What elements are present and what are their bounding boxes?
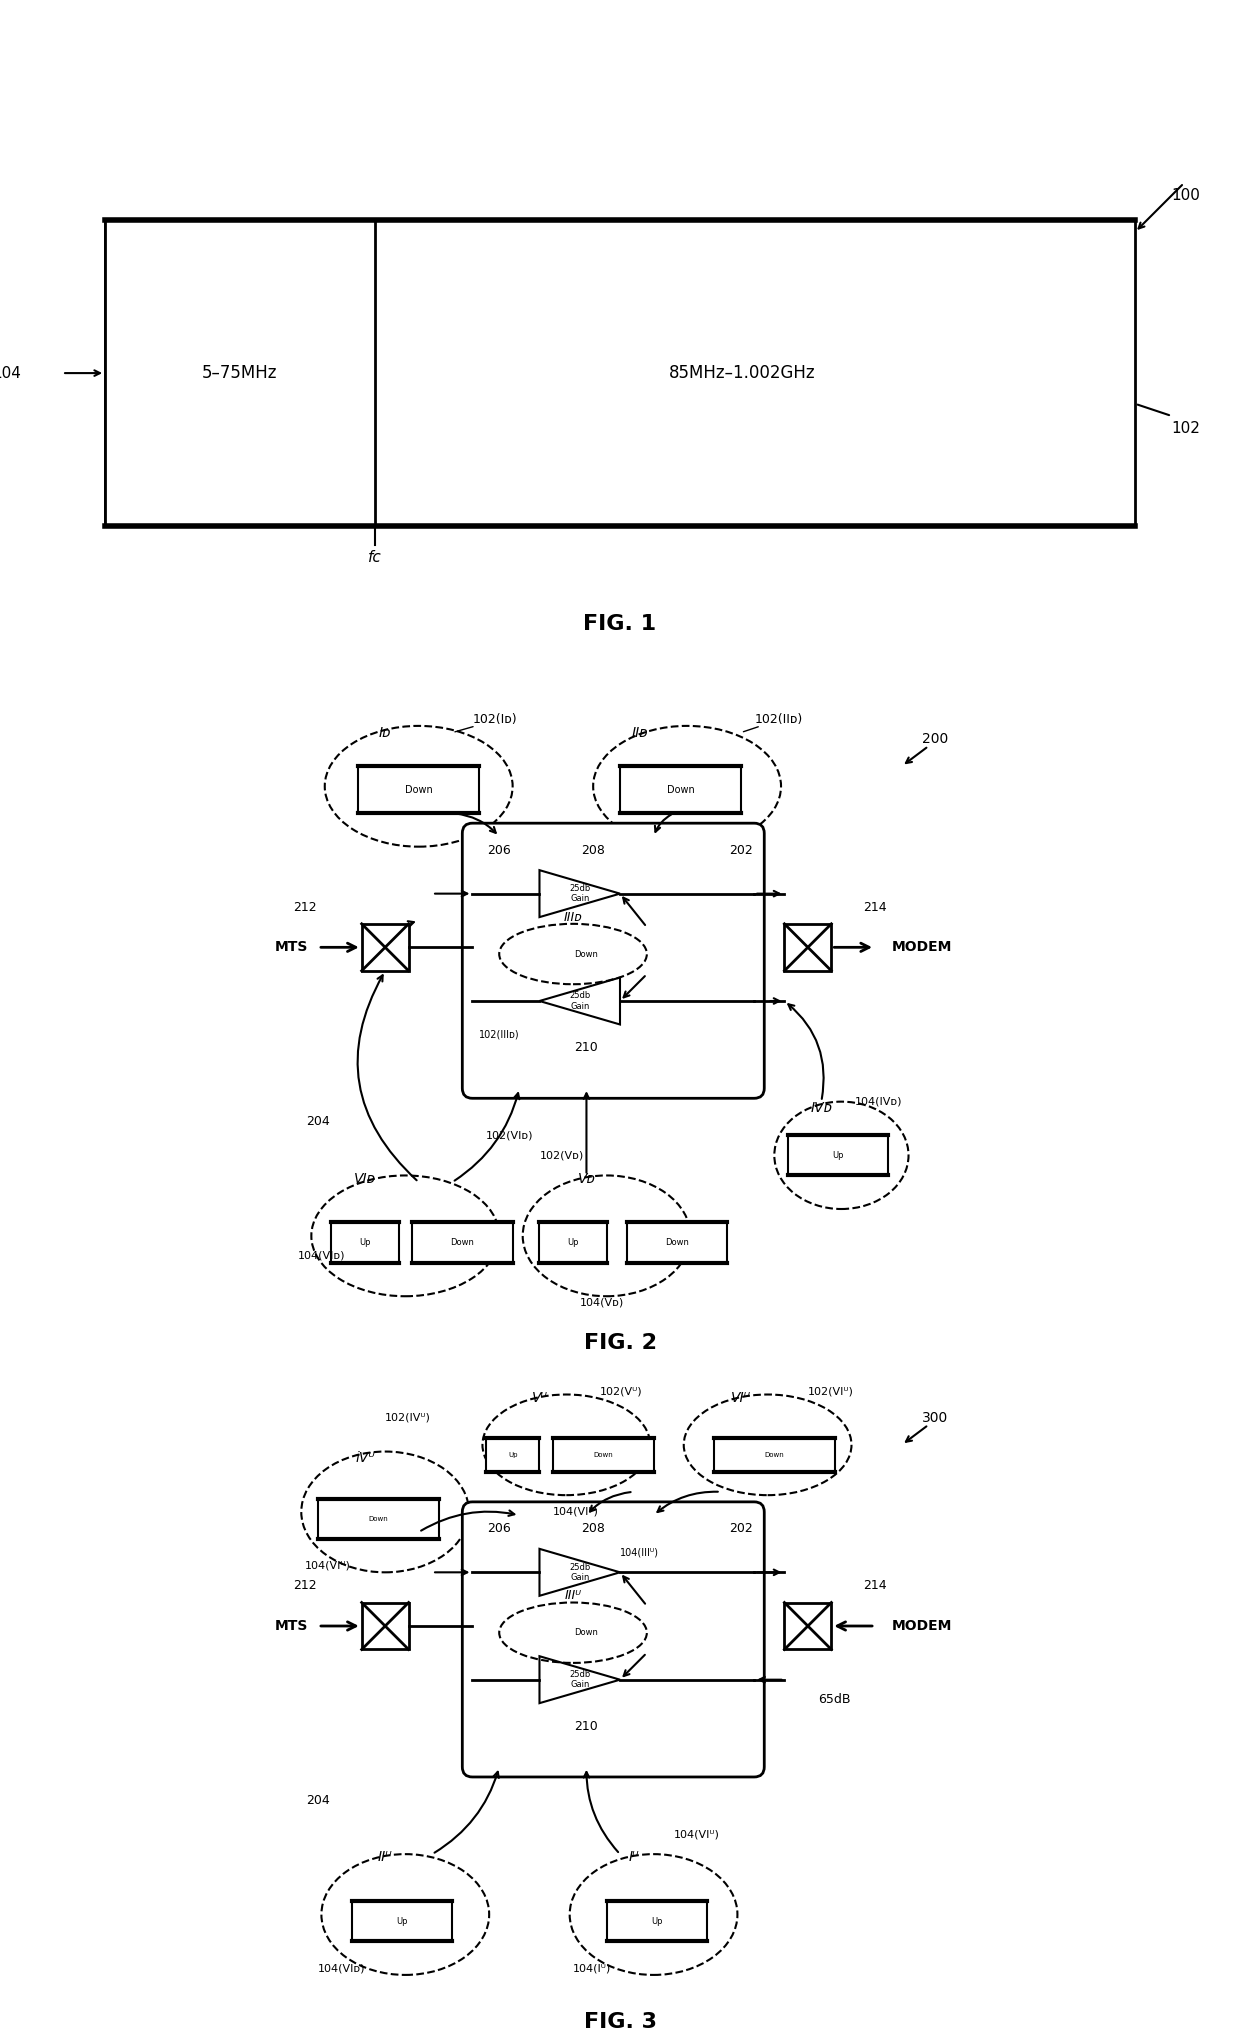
FancyBboxPatch shape — [105, 221, 1135, 527]
Text: 102(IVᵁ): 102(IVᵁ) — [386, 1414, 432, 1424]
Bar — [362, 923, 409, 970]
Text: Vᵁ: Vᵁ — [532, 1391, 547, 1406]
Text: IIIᴅ: IIIᴅ — [564, 911, 583, 923]
Text: 102(Iᴅ): 102(Iᴅ) — [472, 713, 517, 725]
Text: FIG. 3: FIG. 3 — [584, 2012, 656, 2033]
Text: MTS: MTS — [274, 1618, 308, 1632]
Text: VIᵁ: VIᵁ — [730, 1391, 750, 1406]
Text: 5–75MHz: 5–75MHz — [202, 364, 278, 382]
Text: Iᴅ: Iᴅ — [379, 725, 392, 740]
Text: Down: Down — [574, 950, 599, 958]
Text: 214: 214 — [863, 901, 887, 913]
FancyBboxPatch shape — [105, 221, 374, 527]
Text: 102(VIᵁ): 102(VIᵁ) — [808, 1385, 854, 1395]
Text: VIᴅ: VIᴅ — [355, 1173, 376, 1185]
Bar — [352, 1902, 453, 1941]
Text: 100: 100 — [1172, 188, 1200, 202]
Text: Iᵁ: Iᵁ — [629, 1851, 639, 1865]
Text: 212: 212 — [293, 901, 316, 913]
Text: FIG. 2: FIG. 2 — [584, 1334, 656, 1352]
Text: Up: Up — [360, 1238, 371, 1246]
Bar — [553, 1438, 653, 1471]
Text: Up: Up — [651, 1916, 662, 1927]
Bar — [620, 766, 740, 813]
Text: 214: 214 — [863, 1579, 887, 1591]
Text: MTS: MTS — [274, 940, 308, 954]
Bar — [606, 1902, 707, 1941]
Text: Down: Down — [667, 785, 694, 795]
Text: FIG. 1: FIG. 1 — [584, 615, 656, 635]
Text: 104: 104 — [0, 366, 21, 380]
Bar — [412, 1222, 512, 1263]
Text: 25db
Gain: 25db Gain — [569, 991, 590, 1011]
Text: 104(VIᴅ): 104(VIᴅ) — [298, 1250, 346, 1261]
Text: IVᴅ: IVᴅ — [810, 1101, 832, 1115]
Text: 102(Vᴅ): 102(Vᴅ) — [539, 1150, 584, 1160]
Bar — [331, 1222, 398, 1263]
Text: Up: Up — [396, 1916, 408, 1927]
Text: Down: Down — [368, 1516, 388, 1522]
Text: 208: 208 — [582, 844, 605, 856]
Text: 104(VIᵁ): 104(VIᵁ) — [553, 1508, 599, 1518]
Text: Up: Up — [567, 1238, 579, 1246]
Text: MODEM: MODEM — [892, 940, 952, 954]
Text: 102(IIIᴅ): 102(IIIᴅ) — [479, 1030, 520, 1040]
Bar — [626, 1222, 728, 1263]
Text: Up: Up — [832, 1150, 844, 1160]
Text: 212: 212 — [293, 1579, 316, 1591]
Text: 204: 204 — [306, 1794, 330, 1806]
Bar — [714, 1438, 835, 1471]
Bar — [787, 1136, 888, 1175]
Text: 25db
Gain: 25db Gain — [569, 885, 590, 903]
Text: 85MHz–1.002GHz: 85MHz–1.002GHz — [670, 364, 816, 382]
Text: 102(VIᴅ): 102(VIᴅ) — [486, 1130, 533, 1140]
Text: 104(IVᴅ): 104(IVᴅ) — [854, 1097, 903, 1107]
Text: Down: Down — [594, 1453, 613, 1459]
Text: 25db
Gain: 25db Gain — [569, 1563, 590, 1581]
Text: 102(IIᴅ): 102(IIᴅ) — [754, 713, 802, 725]
Text: 300: 300 — [923, 1412, 949, 1426]
Text: Down: Down — [574, 1628, 599, 1636]
Text: fᴄ: fᴄ — [368, 550, 382, 564]
Text: 104(Vᴅ): 104(Vᴅ) — [580, 1297, 624, 1308]
FancyBboxPatch shape — [463, 823, 764, 1099]
Text: Up: Up — [508, 1453, 517, 1459]
Text: Down: Down — [404, 785, 433, 795]
Bar — [539, 1222, 606, 1263]
Text: 206: 206 — [487, 1522, 511, 1534]
Text: Down: Down — [665, 1238, 689, 1246]
Bar — [486, 1438, 539, 1471]
Text: 204: 204 — [306, 1115, 330, 1128]
Bar — [785, 1602, 831, 1649]
Bar — [317, 1498, 439, 1538]
Text: Vᴅ: Vᴅ — [578, 1173, 595, 1185]
Bar — [358, 766, 479, 813]
Text: 104(VIᵁ): 104(VIᵁ) — [305, 1561, 351, 1571]
Text: 210: 210 — [574, 1720, 599, 1732]
Text: IIᵁ: IIᵁ — [378, 1851, 393, 1865]
Bar — [362, 1602, 409, 1649]
Text: IIIᵁ: IIIᵁ — [564, 1589, 582, 1602]
Text: 104(Iᵁ): 104(Iᵁ) — [573, 1963, 611, 1974]
Text: IIᴅ: IIᴅ — [632, 725, 649, 740]
Bar — [785, 923, 831, 970]
FancyBboxPatch shape — [463, 1502, 764, 1777]
Text: 104(VIᵁ): 104(VIᵁ) — [673, 1828, 719, 1839]
Text: 206: 206 — [487, 844, 511, 856]
Text: Down: Down — [450, 1238, 474, 1246]
Text: 104(IIIᵁ): 104(IIIᵁ) — [620, 1547, 658, 1557]
Text: 25db
Gain: 25db Gain — [569, 1669, 590, 1690]
Text: iVᵁ: iVᵁ — [355, 1451, 374, 1465]
Text: MODEM: MODEM — [892, 1618, 952, 1632]
Text: 102(Vᵁ): 102(Vᵁ) — [600, 1385, 642, 1395]
Text: 208: 208 — [582, 1522, 605, 1534]
Text: 104(VIᴅ): 104(VIᴅ) — [317, 1963, 366, 1974]
Text: 200: 200 — [923, 731, 949, 746]
Text: 102: 102 — [1172, 421, 1200, 435]
Text: 202: 202 — [729, 844, 753, 856]
Text: 65dB: 65dB — [818, 1694, 851, 1706]
Text: Down: Down — [764, 1453, 784, 1459]
Text: 202: 202 — [729, 1522, 753, 1534]
Text: 210: 210 — [574, 1042, 599, 1054]
